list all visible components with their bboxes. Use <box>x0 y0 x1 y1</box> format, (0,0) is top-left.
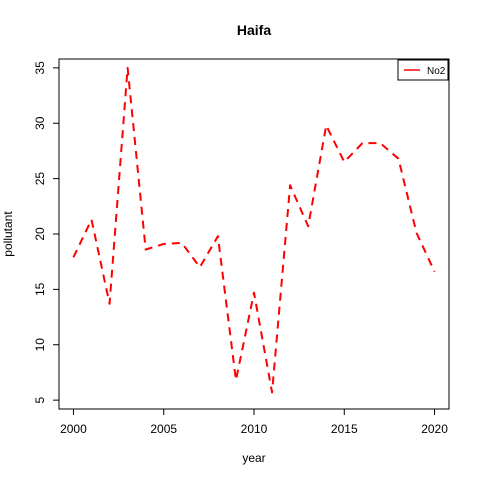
x-axis: 2000 2005 2010 2015 2020 <box>60 409 448 436</box>
y-axis: 5 10 15 20 25 30 35 <box>33 61 59 403</box>
plot-frame <box>58 58 450 410</box>
y-tick-label: 5 <box>33 396 47 403</box>
y-tick-label: 15 <box>33 282 47 296</box>
y-tick-label: 10 <box>33 338 47 352</box>
y-axis-label: pollutant <box>1 211 15 257</box>
y-tick-label: 35 <box>33 61 47 75</box>
x-tick-label: 2015 <box>331 422 358 436</box>
legend-box <box>397 59 449 81</box>
x-axis-label: year <box>242 451 265 465</box>
y-tick-label: 25 <box>33 172 47 186</box>
legend: No2 <box>397 59 449 81</box>
x-tick-label: 2010 <box>241 422 268 436</box>
y-tick-label: 20 <box>33 227 47 241</box>
series-layer <box>72 66 436 394</box>
y-tick-label: 30 <box>33 116 47 130</box>
x-tick-label: 2020 <box>421 422 448 436</box>
x-tick-label: 2005 <box>150 422 177 436</box>
legend-label-no2: No2 <box>427 66 446 77</box>
x-tick-label: 2000 <box>60 422 87 436</box>
series-line-no2 <box>72 66 436 394</box>
chart-title: Haifa <box>237 22 271 38</box>
